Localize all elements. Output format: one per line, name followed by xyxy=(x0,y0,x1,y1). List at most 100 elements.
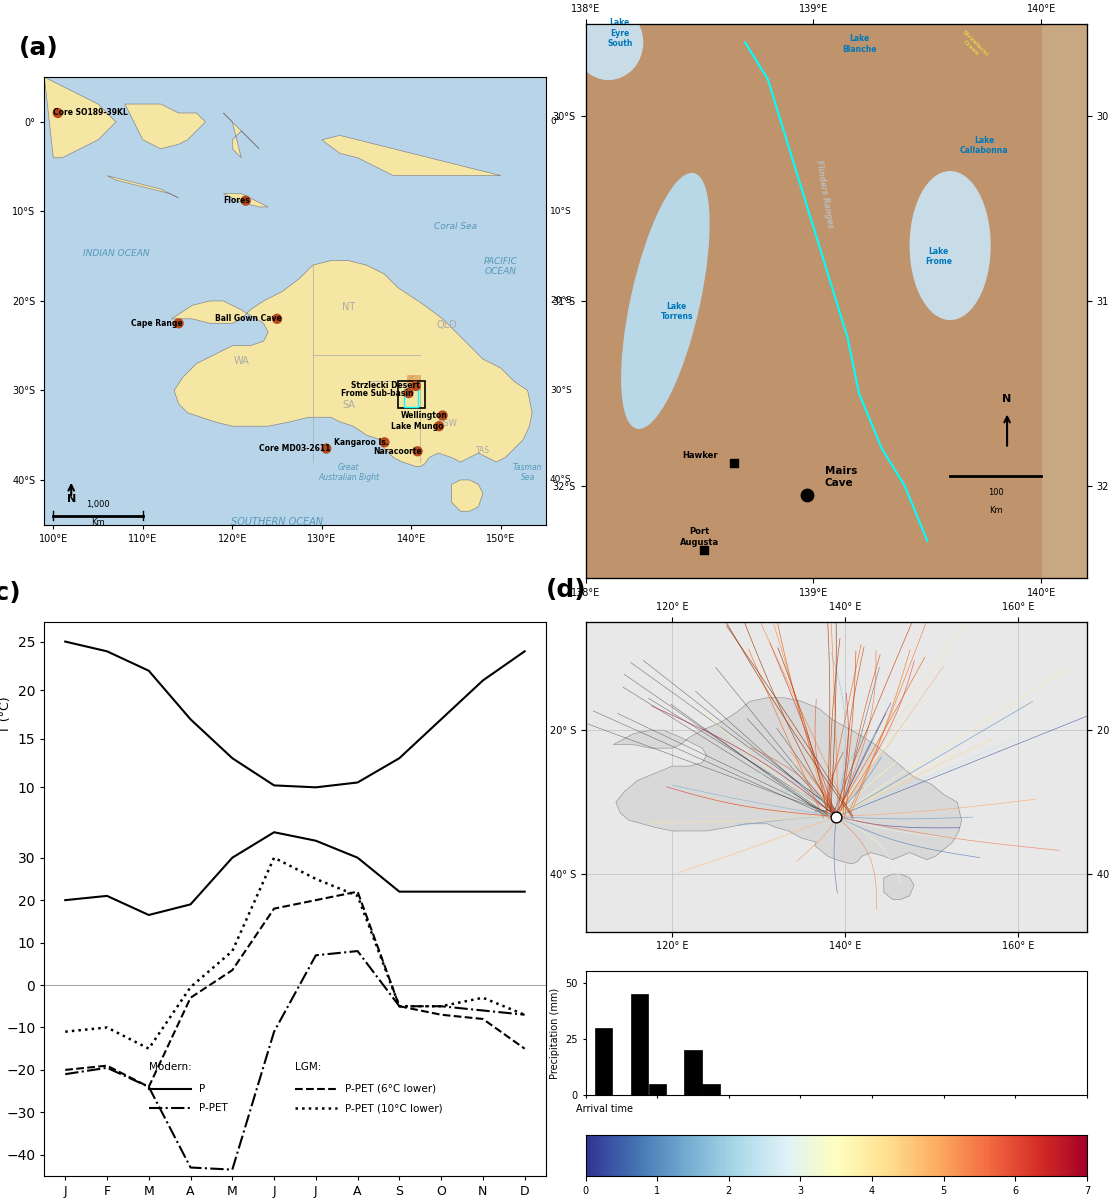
Bar xyxy=(407,376,420,389)
Point xyxy=(409,442,427,461)
P-PET (10°C lower) xyxy=(393,1000,406,1014)
Text: Great
Australian Bight: Great Australian Bight xyxy=(318,462,379,482)
Text: Km: Km xyxy=(91,517,105,527)
Text: QLD: QLD xyxy=(437,319,458,330)
Point xyxy=(407,377,425,396)
P-PET xyxy=(142,1080,155,1094)
Polygon shape xyxy=(451,480,482,511)
P-PET (10°C lower) xyxy=(309,871,323,886)
Text: Flores: Flores xyxy=(223,196,251,205)
Text: 0°: 0° xyxy=(550,118,560,126)
Text: Arrival time: Arrival time xyxy=(576,1104,632,1114)
Text: NT: NT xyxy=(342,302,355,312)
Text: 30°S: 30°S xyxy=(550,386,572,395)
Text: Lake
Eyre
South: Lake Eyre South xyxy=(607,18,632,48)
Text: LGM:: LGM: xyxy=(295,1062,322,1072)
Text: Lake
Callabonna: Lake Callabonna xyxy=(960,136,1008,155)
P-PET (6°C lower) xyxy=(142,1080,155,1094)
Line: P: P xyxy=(65,833,525,914)
Point xyxy=(317,439,335,458)
Text: Lake
Blanche: Lake Blanche xyxy=(842,35,876,54)
P-PET (10°C lower) xyxy=(100,1020,113,1034)
Text: Core MD03-2611: Core MD03-2611 xyxy=(260,444,330,454)
Text: Wellington: Wellington xyxy=(400,410,447,420)
P xyxy=(350,851,364,865)
Text: 100: 100 xyxy=(988,487,1004,497)
Text: (b): (b) xyxy=(560,0,601,1)
P-PET (10°C lower) xyxy=(267,851,281,865)
Text: Strzlecki Desert: Strzlecki Desert xyxy=(352,382,420,390)
P-PET (6°C lower) xyxy=(100,1058,113,1073)
Text: Kangaroo Is.: Kangaroo Is. xyxy=(334,438,389,446)
P-PET (10°C lower) xyxy=(350,889,364,904)
Ellipse shape xyxy=(574,6,642,79)
P xyxy=(142,907,155,922)
P-PET xyxy=(309,948,323,962)
Text: P-PET: P-PET xyxy=(199,1103,227,1114)
Y-axis label: T (°C): T (°C) xyxy=(0,696,12,733)
Text: Strzelecki
Creek: Strzelecki Creek xyxy=(957,30,989,62)
Point xyxy=(237,191,255,210)
P-PET (6°C lower) xyxy=(435,1008,448,1022)
P-PET xyxy=(518,1008,531,1022)
Text: Port
Augusta: Port Augusta xyxy=(680,527,719,547)
Text: Lake
Torrens: Lake Torrens xyxy=(661,302,693,322)
Polygon shape xyxy=(172,260,532,467)
Point xyxy=(170,313,187,332)
Polygon shape xyxy=(106,175,179,198)
P xyxy=(476,884,489,899)
Polygon shape xyxy=(223,193,268,206)
P-PET (10°C lower) xyxy=(142,1042,155,1056)
Text: P-PET (6°C lower): P-PET (6°C lower) xyxy=(345,1084,436,1094)
P-PET xyxy=(100,1061,113,1075)
P xyxy=(100,889,113,904)
Point xyxy=(797,485,815,504)
P-PET (6°C lower) xyxy=(518,1042,531,1056)
P xyxy=(518,884,531,899)
Text: P: P xyxy=(199,1084,205,1094)
Bar xyxy=(398,382,425,408)
Polygon shape xyxy=(44,77,116,157)
Bar xyxy=(404,389,418,407)
Point xyxy=(695,540,713,559)
Text: Cape Range: Cape Range xyxy=(132,319,183,328)
Polygon shape xyxy=(125,104,205,149)
Text: INDIAN OCEAN: INDIAN OCEAN xyxy=(83,250,150,258)
P-PET (10°C lower) xyxy=(518,1008,531,1022)
Text: NSW: NSW xyxy=(437,419,457,428)
Text: WA: WA xyxy=(233,355,250,366)
Point xyxy=(399,384,417,403)
Bar xyxy=(594,1027,612,1096)
P xyxy=(59,893,72,907)
Text: Lake
Frome: Lake Frome xyxy=(925,247,953,266)
Text: (d): (d) xyxy=(546,578,587,602)
Text: Coral Sea: Coral Sea xyxy=(435,222,478,232)
Text: SOUTHERN OCEAN: SOUTHERN OCEAN xyxy=(231,517,323,527)
P-PET (6°C lower) xyxy=(184,990,197,1004)
Text: (c): (c) xyxy=(0,581,22,605)
Text: Mairs
Cave: Mairs Cave xyxy=(825,466,857,487)
P xyxy=(393,884,406,899)
Text: 20°S: 20°S xyxy=(550,296,571,306)
Polygon shape xyxy=(322,136,501,175)
P xyxy=(309,834,323,848)
Polygon shape xyxy=(223,113,260,157)
Y-axis label: Precipitation (mm): Precipitation (mm) xyxy=(550,988,560,1079)
P-PET (10°C lower) xyxy=(59,1025,72,1039)
Text: SA: SA xyxy=(343,401,355,410)
Bar xyxy=(631,994,648,1096)
Text: Hawker: Hawker xyxy=(682,451,718,460)
Text: Ball Gown Cave: Ball Gown Cave xyxy=(215,314,282,323)
Point xyxy=(434,406,451,425)
P-PET (6°C lower) xyxy=(393,1000,406,1014)
P-PET xyxy=(435,1000,448,1014)
P xyxy=(435,884,448,899)
P-PET xyxy=(225,1163,238,1177)
P-PET (10°C lower) xyxy=(435,1000,448,1014)
Bar xyxy=(684,1050,702,1096)
P-PET xyxy=(476,1003,489,1018)
P xyxy=(267,826,281,840)
P-PET (10°C lower) xyxy=(225,944,238,959)
P-PET xyxy=(393,1000,406,1014)
Text: Tasman
Sea: Tasman Sea xyxy=(513,462,542,482)
